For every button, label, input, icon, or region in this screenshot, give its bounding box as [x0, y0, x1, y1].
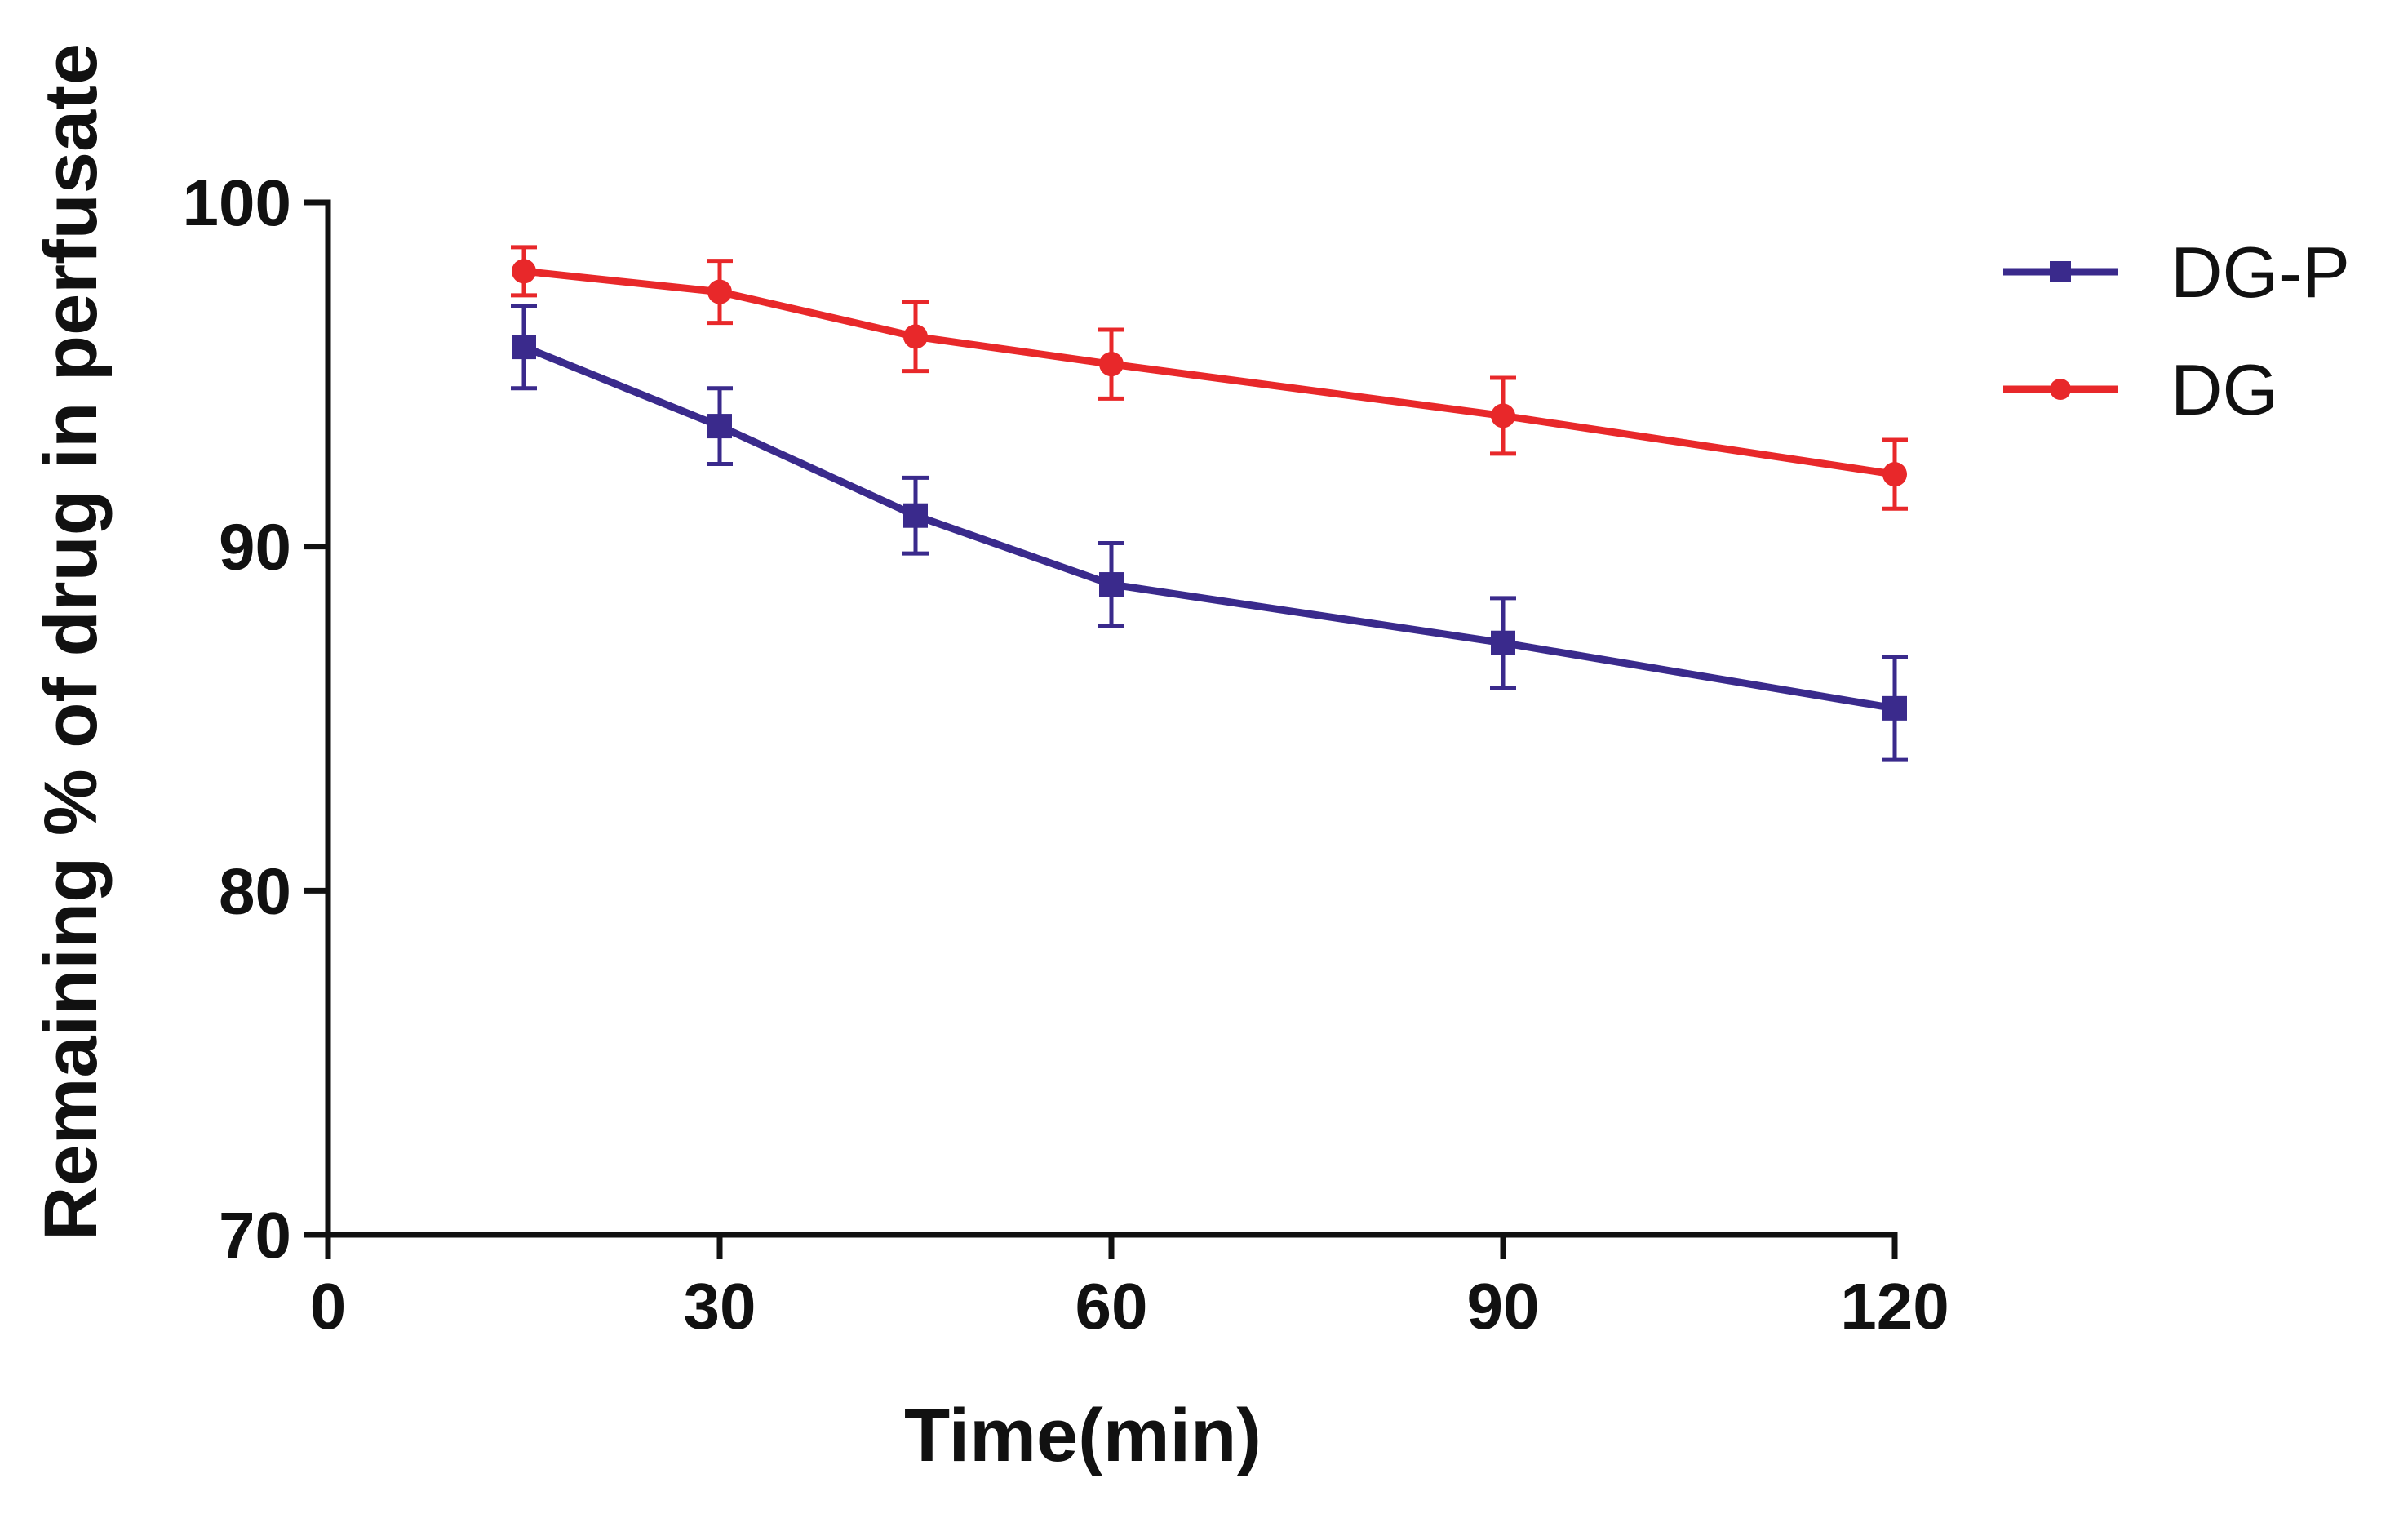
data-point [707, 279, 732, 304]
x-axis-title: Time(min) [904, 1394, 1262, 1477]
legend-label: DG [2171, 349, 2278, 430]
series-dg [511, 245, 1908, 511]
x-tick-label: 30 [684, 1270, 756, 1343]
data-point [1099, 352, 1124, 377]
y-tick-label: 80 [219, 854, 291, 927]
legend-item: DG-P [2003, 232, 2350, 313]
data-point [1882, 695, 1907, 721]
data-point [707, 414, 732, 439]
x-tick-label: 90 [1467, 1270, 1540, 1343]
x-tick-label: 0 [310, 1270, 347, 1343]
data-point [903, 324, 928, 349]
x-tick-label: 120 [1840, 1270, 1949, 1343]
data-point [1491, 630, 1515, 655]
data-point [512, 259, 536, 284]
plot-area [511, 245, 1908, 762]
series-dg-p [511, 304, 1908, 762]
legend-marker [2050, 379, 2071, 400]
legend: DG-P DG [2003, 232, 2350, 430]
legend-label: DG-P [2171, 232, 2350, 313]
data-point [512, 335, 536, 360]
data-point [1491, 403, 1515, 428]
y-tick-label: 90 [219, 511, 291, 584]
legend-item: DG [2003, 349, 2278, 430]
axes: 70 80 90 100 0 30 60 90 120 [183, 166, 1949, 1343]
data-point [903, 503, 928, 528]
data-point [1882, 462, 1907, 487]
data-point [1099, 572, 1124, 597]
series-line [523, 267, 1896, 478]
y-axis-title: Remaining % of drug in perfusate [29, 43, 113, 1241]
series-line [522, 343, 1896, 712]
x-tick-label: 60 [1075, 1270, 1148, 1343]
y-tick-label: 70 [219, 1199, 291, 1272]
y-tick-label: 100 [183, 166, 291, 239]
legend-marker [2050, 261, 2071, 282]
